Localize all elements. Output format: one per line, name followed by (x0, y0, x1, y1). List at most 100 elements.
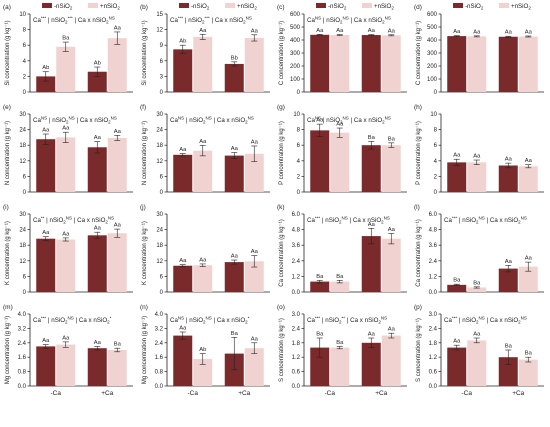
bar (381, 145, 401, 192)
panel-i: (i) Ca**​ | nSiO2NS​ | Ca x nSiO2NS​ 0 6 12 1… (3, 204, 133, 296)
panel-label: (a) (3, 4, 11, 11)
y-tick-label: 6.0 (429, 212, 438, 218)
x-tick-label: -Ca (325, 390, 336, 397)
significance-letter: Ba (62, 36, 70, 42)
panel-n: (n) CaNS​ | nSiO2NS​ | Ca x nSiO2*​ 0.0 0.8… (140, 304, 270, 397)
y-tick-label: 0 (23, 90, 27, 96)
significance-letter: Aa (316, 28, 324, 34)
bar (498, 36, 518, 92)
panel-label: (c) (277, 4, 285, 11)
y-axis-label: Ca concentration (g kg⁻¹) (279, 219, 285, 287)
y-tick-label: 0.0 (18, 384, 27, 390)
y-axis-label: P concentration (g kg⁻¹) (279, 121, 285, 185)
significance-letter: Ba (453, 278, 461, 284)
bar (310, 347, 330, 386)
significance-letter: Aa (316, 118, 324, 124)
y-tick-label: 6.0 (292, 212, 301, 218)
legend-swatch (362, 3, 372, 8)
y-axis-label: N concentration (g kg⁻¹) (5, 121, 11, 185)
y-tick-label: 18 (19, 243, 26, 249)
y-axis-label: K concentration (g kg⁻¹) (142, 221, 148, 285)
y-tick-label: 6 (160, 174, 164, 180)
significance-letter: Aa (62, 126, 70, 132)
significance-letter: Aa (388, 327, 396, 333)
y-tick-label: 500 (427, 25, 438, 31)
significance-letter: Ab (179, 39, 186, 45)
significance-letter: Aa (388, 227, 396, 233)
y-tick-label: 12 (156, 159, 163, 165)
x-tick-label: +Ca (238, 390, 250, 397)
y-tick-label: 12 (156, 259, 163, 265)
bar (56, 137, 76, 192)
panel-title: Ca***​ | nSiO2NS​ | Ca x nSiO2*​ (33, 316, 112, 325)
y-tick-label: 1.2 (292, 274, 301, 280)
y-tick-label: 0.0 (155, 384, 164, 390)
bar (224, 262, 244, 292)
bar (330, 281, 350, 292)
y-tick-label: 2.4 (18, 341, 27, 347)
y-axis-label: Si concentration (g kg⁻¹) (142, 20, 148, 85)
y-tick-label: 2.4 (429, 259, 438, 265)
legend-label: -nSiO2 (54, 3, 73, 11)
panel-label: (p) (414, 304, 422, 311)
y-axis-label: Si concentration (g kg⁻¹) (5, 20, 11, 85)
panel-label: (b) (140, 4, 148, 11)
bar (244, 153, 264, 192)
y-tick-label: 0.0 (292, 384, 301, 390)
panel-title: Ca**​ | nSiO2NS​ | Ca x nSiO2NS​ (33, 216, 114, 225)
y-tick-label: 1.2 (429, 355, 438, 361)
panel-label: (n) (140, 304, 148, 311)
legend-swatch (42, 3, 52, 8)
bar (244, 261, 264, 292)
bar (467, 287, 487, 292)
significance-letter: Aa (62, 231, 70, 237)
significance-letter: Aa (62, 335, 70, 341)
significance-letter: Aa (199, 139, 207, 145)
y-tick-label: 30 (19, 212, 26, 218)
y-tick-label: 300 (290, 51, 301, 57)
significance-letter: Aa (179, 147, 187, 153)
significance-letter: Ba (336, 274, 344, 280)
y-tick-label: 8 (297, 128, 301, 134)
y-tick-label: 0.8 (155, 370, 164, 376)
y-tick-label: 4.0 (18, 312, 27, 318)
y-axis-label: Mg concentration (g kg⁻¹) (142, 316, 148, 384)
y-axis-label: C concentration (g kg⁻¹) (416, 21, 422, 85)
x-tick-label: +Ca (512, 390, 524, 397)
significance-letter: Aa (114, 129, 122, 135)
y-tick-label: 30 (19, 112, 26, 118)
y-tick-label: 6 (23, 174, 27, 180)
significance-letter: Aa (368, 332, 376, 338)
significance-letter: Aa (505, 30, 513, 36)
y-tick-label: 8 (23, 28, 27, 34)
bar (244, 37, 264, 92)
panel-label: (k) (277, 204, 285, 211)
significance-letter: Aa (453, 29, 461, 35)
y-tick-label: 0 (434, 90, 438, 96)
bar (244, 348, 264, 386)
significance-letter: Aa (453, 339, 461, 345)
y-tick-label: 200 (290, 64, 301, 70)
significance-letter: Aa (453, 153, 461, 159)
bar (518, 166, 538, 192)
legend-label: +nSiO2 (511, 3, 531, 11)
y-tick-label: 24 (156, 128, 163, 134)
y-axis-label: C concentration (g kg⁻¹) (279, 21, 285, 85)
significance-letter: Aa (336, 122, 344, 128)
panel-o: (o) Ca***​ | nSiO2**​ | Ca x nSiO2NS​ 0.0 0… (277, 304, 407, 397)
panel-l: (l) Ca***​ | nSiO2NS​ | Ca x nSiO2NS​ 0.0 1… (414, 204, 544, 296)
bar (173, 154, 193, 192)
significance-letter: Ba (316, 274, 324, 280)
significance-letter: Ba (388, 136, 396, 142)
legend-label: +nSiO2 (237, 3, 257, 11)
bar (310, 281, 330, 292)
y-tick-label: 4 (23, 59, 27, 65)
panel-label: (g) (277, 104, 285, 111)
legend-label: +nSiO2 (374, 3, 394, 11)
significance-letter: Aa (114, 25, 122, 31)
y-tick-label: 12 (19, 159, 26, 165)
y-tick-label: 2 (297, 174, 301, 180)
bar (173, 49, 193, 92)
y-tick-label: 6 (160, 59, 164, 65)
y-tick-label: 0.0 (292, 290, 301, 296)
